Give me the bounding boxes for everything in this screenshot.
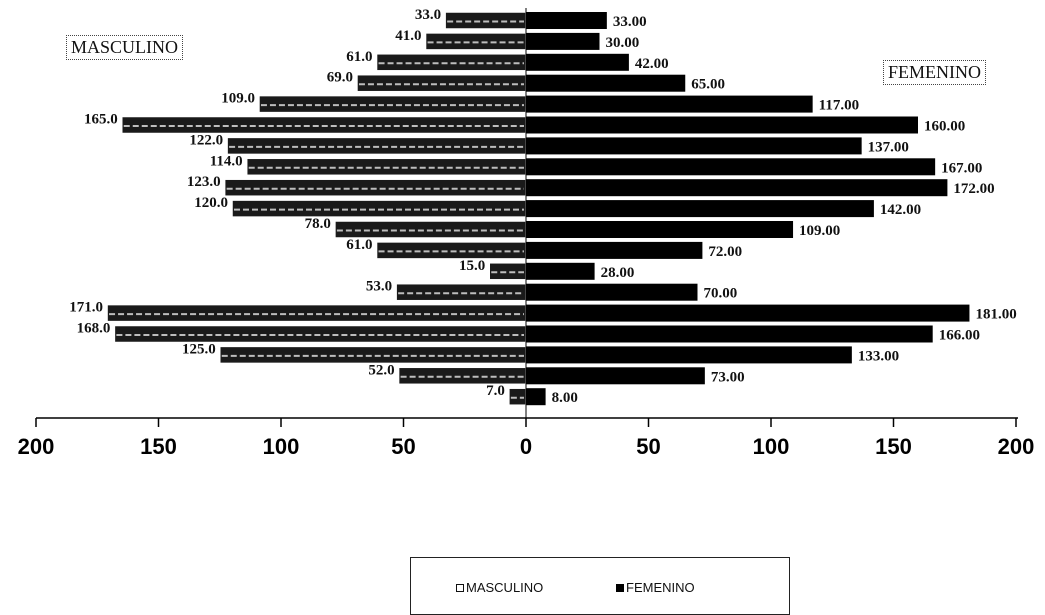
x-axis: 200 150 100 50 0 50 100 150 200 — [18, 8, 1035, 459]
bar-femenino-17 — [526, 367, 705, 385]
value-label-femenino-11: 72.00 — [708, 244, 742, 260]
bar-femenino-14 — [526, 304, 970, 322]
bar-femenino-5 — [526, 116, 918, 134]
bar-femenino-18 — [526, 388, 546, 406]
bar-femenino-7 — [526, 158, 936, 176]
value-label-masculino-5: 165.0 — [84, 112, 118, 128]
bar-femenino-6 — [526, 137, 862, 155]
bar-femenino-0 — [526, 12, 607, 29]
value-label-femenino-5: 160.00 — [924, 119, 965, 135]
bar-femenino-4 — [526, 95, 813, 113]
femenino-bars — [526, 12, 970, 406]
x-tick-label-2: 100 — [263, 434, 300, 459]
femenino-value-labels: 33.00 30.00 42.00 65.00 117.00 160.00 137.00 16… — [552, 14, 1017, 406]
value-label-femenino-8: 172.00 — [953, 181, 994, 197]
value-label-masculino-1: 41.0 — [395, 28, 421, 44]
value-label-femenino-7: 167.00 — [941, 160, 982, 176]
value-label-femenino-15: 166.00 — [939, 328, 980, 344]
value-label-femenino-12: 28.00 — [601, 265, 635, 281]
value-label-masculino-9: 120.0 — [194, 195, 228, 211]
bar-femenino-3 — [526, 74, 686, 92]
bar-femenino-11 — [526, 241, 703, 259]
value-label-masculino-13: 53.0 — [366, 279, 392, 295]
x-tick-label-5: 50 — [636, 434, 660, 459]
bar-femenino-15 — [526, 325, 933, 343]
value-label-masculino-7: 114.0 — [210, 153, 243, 169]
value-label-masculino-17: 52.0 — [368, 362, 394, 378]
value-label-masculino-2: 61.0 — [346, 49, 372, 65]
bar-femenino-10 — [526, 221, 794, 238]
legend-label-masculino: MASCULINO — [466, 580, 544, 595]
value-label-femenino-3: 65.00 — [691, 77, 725, 93]
bar-masculino-17 — [397, 366, 527, 386]
value-label-femenino-10: 109.00 — [799, 223, 840, 239]
masculino-bars — [106, 11, 527, 406]
bar-masculino-16 — [219, 345, 527, 365]
legend-swatch-femenino — [616, 583, 624, 592]
legend-swatch-masculino — [456, 583, 464, 592]
bar-femenino-9 — [526, 200, 874, 218]
femenino-side-label: FEMENINO — [883, 60, 986, 85]
value-label-femenino-16: 133.00 — [858, 348, 899, 364]
value-label-masculino-12: 15.0 — [459, 258, 485, 274]
value-label-femenino-0: 33.00 — [613, 14, 647, 30]
value-label-masculino-18: 7.0 — [486, 383, 505, 399]
bar-femenino-13 — [526, 283, 698, 301]
x-tick-label-6: 100 — [753, 434, 790, 459]
value-label-femenino-6: 137.00 — [868, 139, 909, 155]
x-tick-label-4: 0 — [520, 434, 532, 459]
value-label-femenino-18: 8.00 — [552, 390, 578, 406]
x-tick-label-7: 150 — [875, 434, 912, 459]
value-label-masculino-3: 69.0 — [327, 70, 353, 86]
value-label-masculino-6: 122.0 — [189, 132, 223, 148]
value-label-masculino-0: 33.0 — [415, 7, 441, 23]
value-label-masculino-14: 171.0 — [69, 300, 103, 316]
value-label-masculino-8: 123.0 — [187, 174, 221, 190]
x-tick-label-3: 50 — [391, 434, 415, 459]
masculino-side-label: MASCULINO — [66, 35, 184, 60]
value-label-femenino-17: 73.00 — [711, 369, 745, 385]
chart-legend: MASCULINO FEMENINO — [410, 557, 790, 615]
value-label-masculino-4: 109.0 — [221, 91, 255, 107]
value-label-femenino-1: 30.00 — [606, 35, 640, 51]
legend-label-femenino: FEMENINO — [626, 580, 695, 595]
value-label-femenino-4: 117.00 — [819, 98, 859, 114]
bar-femenino-2 — [526, 53, 629, 71]
legend-item-masculino: MASCULINO — [456, 580, 543, 595]
x-tick-label-1: 150 — [140, 434, 177, 459]
masculino-value-labels: 33.0 41.0 61.0 69.0 109.0 165.0 122.0 114.0 123.… — [69, 7, 505, 399]
value-label-femenino-13: 70.00 — [704, 286, 738, 302]
legend-item-femenino: FEMENINO — [616, 580, 695, 595]
value-label-masculino-16: 125.0 — [182, 341, 216, 357]
value-label-masculino-11: 61.0 — [346, 237, 372, 253]
bar-femenino-8 — [526, 179, 948, 197]
bar-femenino-12 — [526, 262, 595, 280]
x-tick-label-0: 200 — [18, 434, 55, 459]
value-label-masculino-15: 168.0 — [77, 321, 111, 337]
value-label-femenino-2: 42.00 — [635, 56, 669, 72]
bar-femenino-1 — [526, 32, 600, 50]
bar-femenino-16 — [526, 346, 852, 364]
value-label-femenino-9: 142.00 — [880, 202, 921, 218]
value-label-masculino-10: 78.0 — [305, 216, 331, 232]
value-label-femenino-14: 181.00 — [975, 307, 1016, 323]
x-tick-label-8: 200 — [998, 434, 1035, 459]
